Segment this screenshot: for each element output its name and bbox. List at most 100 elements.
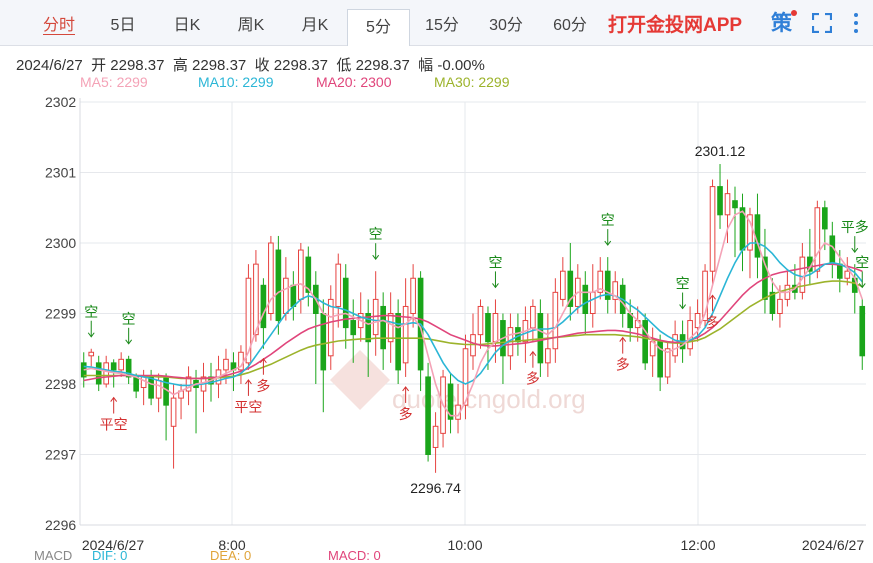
candle bbox=[477, 299, 484, 349]
signal-label: 空 bbox=[676, 276, 690, 292]
tab-monthly-k[interactable]: 月K bbox=[301, 17, 329, 34]
candle bbox=[380, 292, 386, 370]
macd-value: MACD: 0 bbox=[328, 548, 381, 563]
candle-body bbox=[582, 284, 589, 314]
candle bbox=[762, 228, 768, 314]
tab-5day[interactable]: 5日 bbox=[110, 17, 136, 34]
axis-labels: 2302 2301 2300 2299 2298 2297 2296 2024/6/27 8:0… bbox=[45, 94, 864, 553]
signal-arrowhead bbox=[604, 240, 612, 246]
signal-short: 空 bbox=[855, 254, 869, 289]
signal-label: 平空 bbox=[100, 417, 128, 433]
candle-body bbox=[567, 270, 574, 307]
low-price-label: 2296.74 bbox=[410, 480, 461, 496]
signal-arrowhead bbox=[709, 294, 716, 300]
candle-body bbox=[530, 305, 536, 329]
candle-body bbox=[492, 313, 499, 343]
candle bbox=[604, 257, 611, 314]
candle-body bbox=[747, 214, 753, 251]
macd-dif: DIF: 0 bbox=[92, 548, 128, 563]
tab-5min[interactable]: 5分 bbox=[347, 9, 410, 46]
candle-body bbox=[694, 313, 701, 329]
candle-body bbox=[485, 313, 491, 343]
candle-body bbox=[769, 291, 776, 315]
y-tick-label: 2296 bbox=[45, 517, 76, 533]
candle-body bbox=[732, 200, 738, 209]
signal-long: 多 bbox=[256, 357, 270, 394]
signal-close-long: 平多 bbox=[841, 219, 869, 253]
candle-body bbox=[777, 298, 783, 314]
tab-30min[interactable]: 30分 bbox=[489, 17, 523, 34]
signal-arrowhead bbox=[851, 247, 859, 253]
candle bbox=[432, 412, 439, 473]
candle bbox=[822, 200, 828, 251]
signal-arrowhead bbox=[372, 254, 380, 261]
candle bbox=[844, 257, 851, 286]
candle bbox=[717, 164, 723, 229]
candle-body bbox=[342, 277, 349, 329]
signal-label: 平多 bbox=[841, 219, 869, 235]
candle bbox=[709, 179, 716, 286]
signal-label: 多 bbox=[616, 357, 630, 373]
fullscreen-icon[interactable] bbox=[811, 12, 833, 39]
macd-label: MACD bbox=[34, 548, 73, 563]
candle-body bbox=[245, 277, 252, 364]
candle bbox=[298, 243, 304, 314]
candle bbox=[687, 306, 693, 356]
period-tab-bar: 分时 5日 日K 周K 月K 5分 15分 30分 60分 打开金投网APP 策 bbox=[0, 0, 873, 46]
trade-signals: 空空平空空多空多平空多空多空多平多空 bbox=[84, 212, 869, 432]
signal-label: 空 bbox=[488, 254, 502, 270]
candle bbox=[694, 299, 701, 342]
candle-body bbox=[380, 305, 386, 350]
candle-body bbox=[724, 193, 731, 216]
candle-body bbox=[260, 284, 267, 329]
strategy-icon[interactable]: 策 bbox=[771, 10, 797, 36]
candle-body bbox=[447, 383, 454, 420]
tab-15min[interactable]: 15分 bbox=[425, 17, 459, 34]
x-tick-label: 8:00 bbox=[218, 537, 245, 553]
candle bbox=[268, 235, 274, 321]
x-tick-label: 2024/6/27 bbox=[802, 537, 864, 553]
signal-label: 空 bbox=[122, 311, 136, 327]
tab-daily-k[interactable]: 日K bbox=[173, 17, 201, 34]
candle-body bbox=[298, 249, 304, 300]
watermark-text: quote.cngold.org bbox=[392, 384, 586, 414]
signal-arrowhead bbox=[529, 350, 537, 356]
open-app-link[interactable]: 打开金投网APP bbox=[608, 15, 743, 36]
candle bbox=[657, 334, 663, 392]
signal-long: 多 bbox=[399, 386, 413, 422]
ma-lines bbox=[83, 210, 864, 417]
candle-body bbox=[365, 313, 372, 343]
signal-label: 多 bbox=[526, 371, 540, 387]
candle bbox=[560, 257, 566, 307]
tab-60min[interactable]: 60分 bbox=[553, 17, 587, 34]
tab-intraday[interactable]: 分时 bbox=[42, 17, 75, 35]
candle-body bbox=[320, 313, 327, 371]
candle-body bbox=[350, 320, 357, 336]
candle bbox=[732, 186, 738, 258]
signal-label: 空 bbox=[855, 254, 869, 270]
candle-body bbox=[859, 305, 866, 357]
macd-dea: DEA: 0 bbox=[210, 548, 252, 563]
candle bbox=[859, 299, 866, 370]
candle-body bbox=[395, 313, 401, 371]
candle bbox=[275, 235, 282, 335]
signal-arrowhead bbox=[402, 386, 410, 392]
candle-body bbox=[103, 362, 110, 385]
y-tick-label: 2302 bbox=[45, 94, 76, 110]
candle bbox=[612, 271, 619, 314]
ma10-line bbox=[83, 242, 863, 387]
candle bbox=[724, 179, 731, 243]
candle bbox=[253, 250, 259, 342]
candle-body bbox=[110, 362, 117, 371]
candle bbox=[664, 341, 671, 384]
ma10-legend: MA10: 2299 bbox=[198, 74, 274, 90]
candle-body bbox=[612, 281, 619, 300]
more-vertical-icon[interactable] bbox=[851, 12, 861, 40]
tab-weekly-k[interactable]: 周K bbox=[237, 17, 265, 34]
candle-body bbox=[552, 291, 559, 350]
candle bbox=[589, 264, 596, 328]
signal-short: 空 bbox=[601, 212, 615, 246]
candle-body bbox=[836, 263, 843, 279]
ohlc-info-row: 2024/6/27 开 2298.37 高 2298.37 收 2298.37 … bbox=[16, 57, 485, 74]
signal-arrowhead bbox=[125, 339, 133, 345]
